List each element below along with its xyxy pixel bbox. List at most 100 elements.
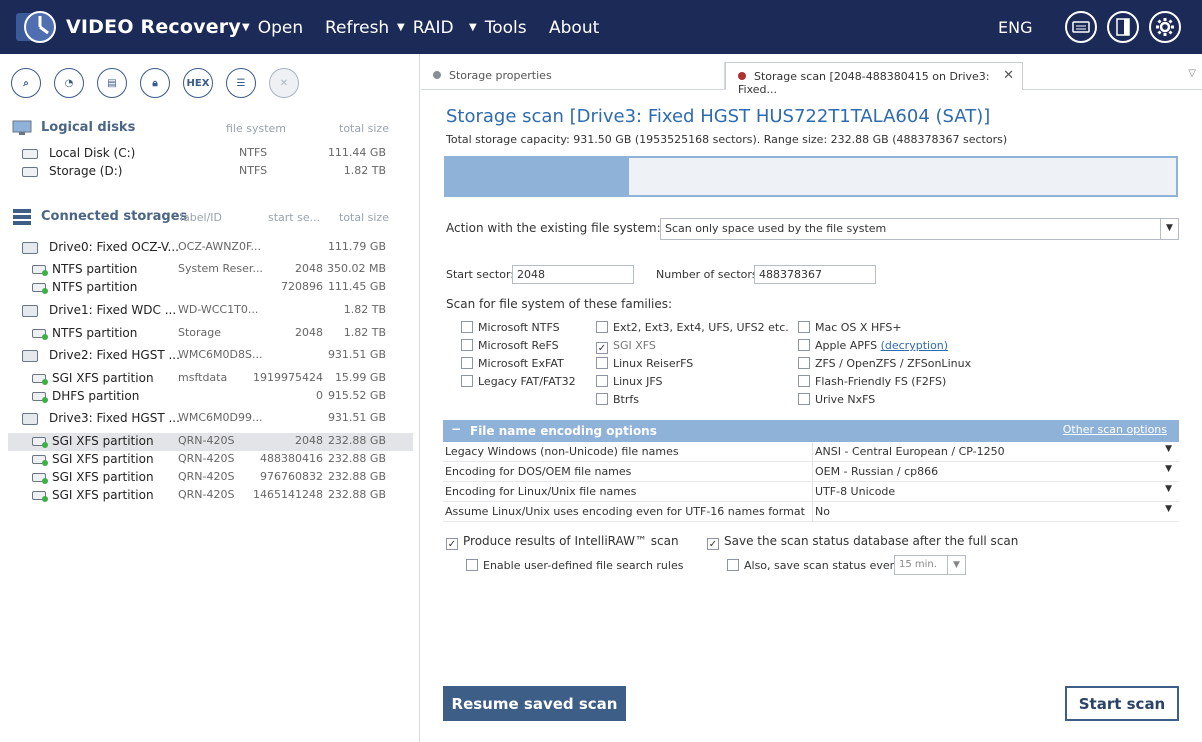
- menu-open[interactable]: ▼ Open: [242, 18, 304, 38]
- storage-partition-row[interactable]: NTFS partition Storage 2048 1.82 TB: [8, 325, 413, 343]
- collapse-icon[interactable]: −: [451, 422, 462, 436]
- checkbox-checked-icon: ✓: [446, 538, 458, 550]
- checkbox-icon: [461, 357, 473, 369]
- storage-label: WD-WCC1T0...: [178, 303, 259, 316]
- list-button[interactable]: ☰: [226, 68, 256, 98]
- menu-refresh[interactable]: Refresh: [325, 18, 390, 38]
- fs-checkbox[interactable]: Legacy FAT/FAT32: [461, 375, 576, 388]
- storage-drive-row[interactable]: Drive1: Fixed WDC ... WD-WCC1T0... 1.82 TB: [8, 302, 413, 320]
- menu-tools[interactable]: ▼ Tools: [469, 18, 527, 38]
- storage-drive-row[interactable]: Drive0: Fixed OCZ-V... OCZ-AWNZ0F... 111.7…: [8, 239, 413, 257]
- menu-about[interactable]: About: [549, 18, 600, 38]
- close-button[interactable]: ✕: [269, 68, 299, 98]
- checkbox-icon: [461, 339, 473, 351]
- fs-checkbox[interactable]: Linux JFS: [596, 375, 663, 388]
- interval-select[interactable]: 15 min. ▼: [894, 555, 966, 575]
- storage-name: SGI XFS partition: [52, 470, 154, 484]
- logical-disk-row[interactable]: Local Disk (C:) NTFS 111.44 GB: [8, 145, 413, 163]
- fs-checkbox-label: ZFS / OpenZFS / ZFSonLinux: [815, 357, 972, 370]
- storage-partition-row[interactable]: DHFS partition 0 915.52 GB: [8, 388, 413, 406]
- partition-icon: [32, 374, 48, 385]
- storage-name: Drive0: Fixed OCZ-V...: [49, 240, 179, 254]
- fs-checkbox[interactable]: Btrfs: [596, 393, 639, 406]
- decryption-link[interactable]: (decryption): [880, 339, 949, 352]
- storage-partition-row[interactable]: SGI XFS partition msftdata 1919975424 15.99…: [8, 370, 413, 388]
- partition-icon: [32, 473, 48, 484]
- storage-size: 931.51 GB: [327, 348, 386, 361]
- encoding-select[interactable]: No ▼: [812, 502, 1178, 522]
- language-selector[interactable]: ENG: [998, 18, 1033, 37]
- checkbox-icon: [727, 559, 739, 571]
- fs-checkbox[interactable]: Linux ReiserFS: [596, 357, 693, 370]
- checkbox-icon: [798, 321, 810, 333]
- fs-checkbox[interactable]: Microsoft NTFS: [461, 321, 560, 334]
- app-title: VIDEO Recovery: [66, 16, 241, 38]
- tab-status-dot: [433, 71, 441, 79]
- num-sectors-input[interactable]: 488378367: [754, 265, 876, 284]
- search-button[interactable]: ⌕: [11, 68, 41, 98]
- storages-icon: [13, 209, 31, 225]
- storage-partition-row[interactable]: SGI XFS partition QRN-420S 2048 232.88 GB: [8, 433, 413, 451]
- chart-button[interactable]: ◔: [54, 68, 84, 98]
- logical-disk-row[interactable]: Storage (D:) NTFS 1.82 TB: [8, 163, 413, 181]
- user-rules-checkbox[interactable]: Enable user-defined file search rules: [466, 559, 683, 572]
- fs-checkbox[interactable]: ✓ SGI XFS: [596, 339, 656, 354]
- resume-saved-scan-button[interactable]: Resume saved scan: [443, 686, 626, 721]
- storage-partition-row[interactable]: SGI XFS partition QRN-420S 1465141248 232.8…: [8, 487, 413, 505]
- left-panel: ⌕ ◔ ▤ 🔒︎ HEX ☰ ✕ Logical disks file syst…: [0, 54, 420, 742]
- hex-button[interactable]: HEX: [183, 68, 213, 98]
- keyboard-button[interactable]: [1065, 11, 1097, 43]
- fs-checkbox[interactable]: ZFS / OpenZFS / ZFSonLinux: [798, 357, 971, 370]
- logical-disks-title: Logical disks: [41, 120, 136, 135]
- storage-drive-row[interactable]: Drive2: Fixed HGST ... WMC6M0D8S... 931.51…: [8, 347, 413, 365]
- storage-partition-row[interactable]: SGI XFS partition QRN-420S 488380416 232.88…: [8, 451, 413, 469]
- lock-button[interactable]: 🔒︎: [140, 68, 170, 98]
- storage-partition-row[interactable]: NTFS partition System Reser... 2048 350.02 …: [8, 261, 413, 279]
- tab-menu-icon[interactable]: ▽: [1188, 68, 1196, 79]
- storage-name: NTFS partition: [52, 326, 138, 340]
- storage-start: 2048: [295, 326, 323, 339]
- storage-name: NTFS partition: [52, 280, 138, 294]
- storage-name: SGI XFS partition: [52, 488, 154, 502]
- page-title: Storage scan [Drive3: Fixed HGST HUS722T…: [446, 106, 991, 127]
- fs-checkbox[interactable]: Mac OS X HFS+: [798, 321, 902, 334]
- hard-drive-icon: [22, 242, 38, 254]
- storage-name: SGI XFS partition: [52, 371, 154, 385]
- file-button[interactable]: ▤: [97, 68, 127, 98]
- other-scan-options-link[interactable]: Other scan options: [1062, 423, 1167, 436]
- start-scan-button[interactable]: Start scan: [1065, 686, 1179, 721]
- encoding-select[interactable]: ANSI - Central European / CP-1250 ▼: [812, 442, 1178, 462]
- menu-raid[interactable]: ▼ RAID: [397, 18, 454, 38]
- start-sector-input[interactable]: 2048: [512, 265, 634, 284]
- action-select[interactable]: Scan only space used by the file system …: [660, 218, 1179, 240]
- partition-icon: [32, 455, 48, 466]
- fs-checkbox[interactable]: Microsoft ReFS: [461, 339, 559, 352]
- also-save-checkbox[interactable]: Also, save scan status every: [727, 559, 901, 572]
- tab-storage-scan[interactable]: Storage scan [2048-488380415 on Drive3: …: [725, 62, 1023, 96]
- intelliraw-checkbox[interactable]: ✓ Produce results of IntelliRAW™ scan: [446, 534, 679, 550]
- fs-checkbox[interactable]: Urive NxFS: [798, 393, 875, 406]
- tab-storage-properties[interactable]: Storage properties: [421, 62, 725, 90]
- fs-checkbox[interactable]: Ext2, Ext3, Ext4, UFS, UFS2 etc.: [596, 321, 789, 334]
- chevron-down-icon: ▼: [1165, 484, 1172, 494]
- fs-checkbox[interactable]: Microsoft ExFAT: [461, 357, 564, 370]
- encoding-section-title: File name encoding options: [470, 424, 657, 438]
- encoding-select[interactable]: OEM - Russian / cp866 ▼: [812, 462, 1178, 482]
- encoding-section-header[interactable]: − File name encoding options Other scan …: [443, 420, 1179, 442]
- close-tab-icon[interactable]: ✕: [1003, 68, 1014, 83]
- fs-checkbox[interactable]: Apple APFS (decryption): [798, 339, 948, 352]
- storage-partition-row[interactable]: SGI XFS partition QRN-420S 976760832 232.88…: [8, 469, 413, 487]
- encoding-select[interactable]: UTF-8 Unicode ▼: [812, 482, 1178, 502]
- storage-label: WMC6M0D8S...: [178, 348, 263, 361]
- connected-storages-title: Connected storages: [41, 209, 188, 224]
- storage-drive-row[interactable]: Drive3: Fixed HGST ... WMC6M0D99... 931.51…: [8, 410, 413, 428]
- fs-checkbox[interactable]: Flash-Friendly FS (F2FS): [798, 375, 946, 388]
- storage-start: 0: [316, 389, 323, 402]
- save-status-checkbox[interactable]: ✓ Save the scan status database after the…: [707, 534, 1019, 550]
- monitor-icon: [12, 120, 32, 135]
- storage-partition-row[interactable]: NTFS partition 720896 111.45 GB: [8, 279, 413, 297]
- storage-label: QRN-420S: [178, 452, 235, 465]
- fs-checkbox-label: Microsoft ExFAT: [478, 357, 564, 370]
- panel-toggle-button[interactable]: [1107, 11, 1139, 43]
- settings-button[interactable]: [1149, 11, 1181, 43]
